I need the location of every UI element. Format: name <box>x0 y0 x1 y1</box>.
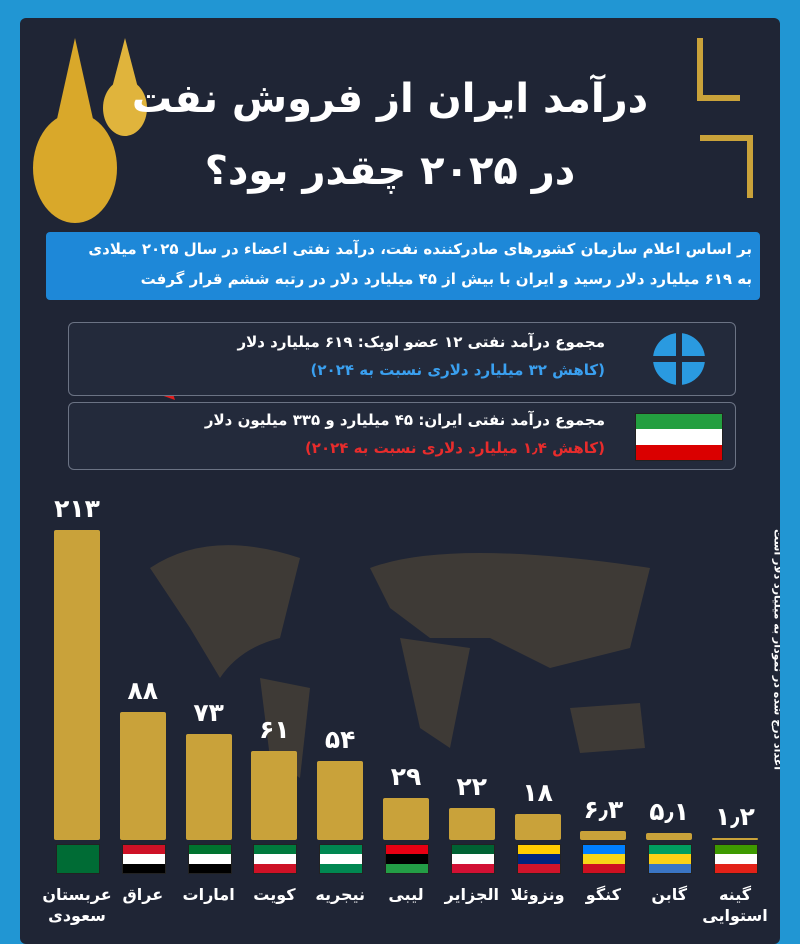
flag-stripe <box>386 854 428 864</box>
flag <box>714 844 758 874</box>
title-line2: در ۲۰۲۵ چقدر بود؟ <box>204 148 576 194</box>
iran-box: مجموع درآمد نفتی ایران: ۴۵ میلیارد و ۳۳۵… <box>68 402 736 470</box>
bar <box>448 807 495 840</box>
bar <box>185 733 232 840</box>
x-tick-label: عربستان سعودی <box>42 885 112 925</box>
flag-stripe <box>386 845 428 855</box>
flag-stripe <box>188 845 231 855</box>
x-tick-label: امارات <box>182 885 235 904</box>
opec-box: مجموع درآمد نفتی ۱۲ عضو اوپک: ۶۱۹ میلیار… <box>68 322 736 396</box>
x-tick-label: نیجریه <box>315 885 366 904</box>
value-label: ۵۴ <box>324 725 356 755</box>
x-tick-label: کویت <box>253 885 296 904</box>
x-tick-label: گینه استوایی <box>702 885 768 925</box>
value-label: ۱٫۲ <box>715 802 755 832</box>
value-label: ۸۸ <box>127 675 159 705</box>
flag-stripe <box>320 845 363 855</box>
bar <box>646 832 693 840</box>
x-tick-label: ونزوئلا <box>510 885 565 904</box>
flag-stripe <box>254 845 297 855</box>
flag <box>450 844 495 874</box>
flag-stripe <box>188 854 231 864</box>
x-tick-label: لیبی <box>388 885 424 904</box>
flag-stripe <box>649 863 692 873</box>
flag-stripe <box>254 863 297 873</box>
value-label: ۵٫۱ <box>649 796 690 826</box>
value-label: ۷۳ <box>193 697 224 727</box>
bar <box>712 838 758 840</box>
flag-stripe <box>715 845 757 855</box>
x-tick-label: عراق <box>122 885 164 904</box>
bar <box>383 797 429 840</box>
x-tick-label: الجزایر <box>444 885 499 904</box>
value-label: ۶۱ <box>259 715 290 745</box>
value-label: ۱۸ <box>522 777 553 807</box>
x-tick-label: گابن <box>651 885 688 904</box>
flag <box>385 844 429 874</box>
flag-stripe <box>649 845 692 855</box>
iran-note: (کاهش ۱٫۴ میلیارد دلاری نسبت به ۲۰۲۴) <box>304 439 605 457</box>
flag <box>582 844 627 874</box>
flag-stripe <box>649 854 692 864</box>
chart: ۲۱۳ عربستان سعودی ۸۸ عراق ۷۳ امارات ۶۱ کویت ۵۴ نی… <box>20 18 780 944</box>
x-tick-label: کنگو <box>585 885 621 904</box>
flag <box>648 844 693 874</box>
opec-note: (کاهش ۳۲ میلیارد دلاری نسبت به ۲۰۲۴) <box>310 361 605 379</box>
flag <box>56 844 100 874</box>
flag <box>187 844 232 874</box>
bar <box>119 711 166 840</box>
bar <box>317 761 364 840</box>
intro-line: به ۶۱۹ میلیارد دلار رسید و ایران با بیش … <box>140 270 752 288</box>
iran-flag <box>635 413 723 461</box>
bar <box>514 813 561 840</box>
flag-stripe <box>583 845 626 855</box>
title-line1: درآمد ایران از فروش نفت <box>131 76 649 122</box>
flag-stripe <box>122 854 165 864</box>
flag-stripe <box>254 854 297 864</box>
iran-text: مجموع درآمد نفتی ایران: ۴۵ میلیارد و ۳۳۵… <box>204 411 605 429</box>
flag-stripe <box>188 863 231 873</box>
flag-stripe <box>386 863 428 873</box>
flag-stripe <box>122 845 165 855</box>
flag <box>253 844 298 874</box>
flag-stripe <box>583 863 626 873</box>
flag <box>319 844 364 874</box>
flag-stripe <box>320 854 363 864</box>
flag-stripe <box>451 845 494 855</box>
flag-stripe <box>451 863 494 873</box>
flag-stripe <box>451 854 494 864</box>
intro-box: بر اساس اعلام سازمان کشورهای صادرکننده ن… <box>46 232 760 300</box>
flag-stripe <box>122 863 165 873</box>
flag-stripe <box>320 863 363 873</box>
flag-stripe <box>517 863 560 873</box>
bar <box>251 751 298 840</box>
panel: درآمد ایران از فروش نفت در ۲۰۲۵ چقدر بود… <box>20 18 780 944</box>
value-label: ۲۹ <box>390 761 422 791</box>
flag <box>516 844 561 874</box>
flag <box>121 844 166 874</box>
intro-line: بر اساس اعلام سازمان کشورهای صادرکننده ن… <box>88 240 752 258</box>
value-label: ۲۲ <box>456 771 488 801</box>
bar <box>580 830 627 840</box>
flag-stripe <box>517 854 560 864</box>
flag-stripe <box>583 854 626 864</box>
world-map <box>150 545 650 778</box>
value-label: ۲۱۳ <box>54 494 100 523</box>
opec-text: مجموع درآمد نفتی ۱۲ عضو اوپک: ۶۱۹ میلیار… <box>237 333 605 351</box>
opec-logo <box>649 331 709 387</box>
decor <box>33 38 753 223</box>
flag-stripe <box>517 845 560 855</box>
value-label: ۶٫۳ <box>583 794 624 824</box>
flag-stripe <box>715 854 757 864</box>
flag-stripe <box>715 863 757 873</box>
flag-stripe <box>57 845 99 873</box>
bar <box>54 530 100 840</box>
